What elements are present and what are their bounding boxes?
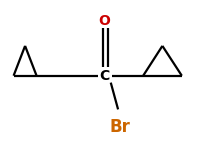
Text: C: C bbox=[99, 69, 110, 84]
Text: O: O bbox=[99, 14, 110, 28]
Text: Br: Br bbox=[110, 118, 131, 136]
